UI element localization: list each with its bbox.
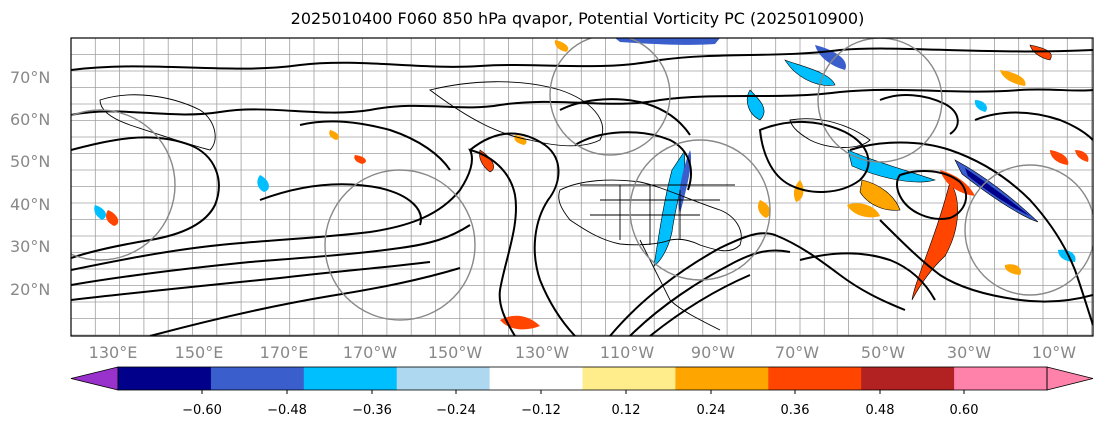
colorbar-extend-high: [1046, 366, 1094, 391]
graticule: [71, 38, 1093, 336]
colorbar-segment: [210, 367, 305, 390]
pv-contours: [71, 47, 1093, 336]
longitude-label: 130°W: [514, 343, 570, 362]
colorbar-tick-label: 0.60: [949, 403, 979, 418]
colorbar-tick-label: 0.24: [696, 403, 726, 418]
colorbar-segment: [675, 367, 769, 390]
colorbar-extend-low: [70, 366, 119, 391]
map-frame: [70, 37, 1094, 337]
colorbar-outline: [117, 366, 1048, 391]
latitude-label: 60°N: [10, 110, 51, 129]
colorbar-tick-label: −0.48: [267, 403, 307, 418]
longitude-label: 90°W: [690, 343, 736, 362]
pv-shading: [94, 38, 1089, 330]
longitude-label: 50°W: [860, 343, 906, 362]
colorbar-segment: [861, 367, 955, 390]
latitude-label: 40°N: [10, 195, 51, 214]
colorbar-tick-label: −0.12: [521, 403, 561, 418]
latitude-label: 20°N: [10, 280, 51, 299]
colorbar-segment: [489, 367, 583, 390]
latitude-label: 30°N: [10, 237, 51, 256]
latitude-label: 70°N: [10, 68, 51, 87]
longitude-label: 10°W: [1031, 343, 1077, 362]
colorbar-tick-label: −0.60: [182, 403, 222, 418]
colorbar-segment: [303, 367, 398, 390]
colorbar: [70, 366, 1094, 394]
longitude-label: 70°W: [774, 343, 820, 362]
colorbar-segment: [396, 367, 491, 390]
colorbar-segment: [768, 367, 862, 390]
colorbar-tick-label: 0.12: [611, 403, 641, 418]
colorbar-segment: [582, 367, 676, 390]
colorbar-segment: [954, 367, 1048, 390]
longitude-label: 130°E: [88, 343, 138, 362]
longitude-label: 30°W: [946, 343, 992, 362]
colorbar-tick-label: −0.36: [352, 403, 392, 418]
longitude-label: 150°W: [427, 343, 483, 362]
colorbar-tick-label: −0.24: [436, 403, 476, 418]
latitude-label: 50°N: [10, 152, 51, 171]
colorbar-segment: [118, 367, 212, 390]
map-title: 2025010400 F060 850 hPa qvapor, Potentia…: [290, 9, 865, 28]
reference-circles: [71, 38, 1093, 321]
longitude-label: 150°E: [174, 343, 224, 362]
longitude-label: 170°E: [259, 343, 309, 362]
map-plot-area: [71, 38, 1093, 336]
colorbar-tick-label: 0.36: [780, 403, 810, 418]
longitude-label: 110°W: [599, 343, 655, 362]
longitude-label: 170°W: [342, 343, 398, 362]
colorbar-tick-label: 0.48: [865, 403, 895, 418]
